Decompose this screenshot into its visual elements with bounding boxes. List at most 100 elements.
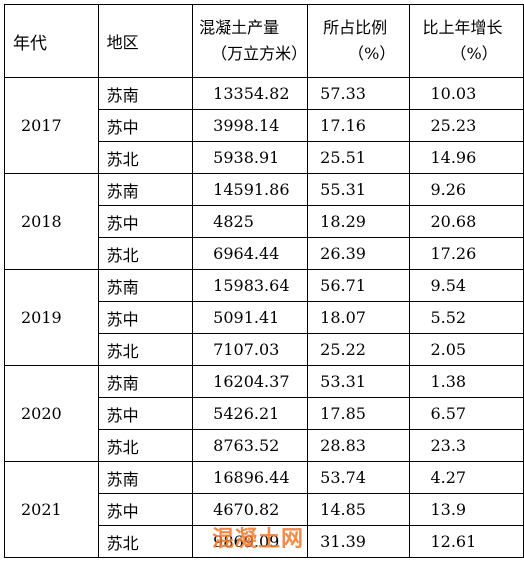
output-cell: 3998.14 xyxy=(192,109,309,142)
header-year: 年代 xyxy=(4,4,99,78)
year-cell: 2020 xyxy=(4,365,99,462)
output-cell-value: 4670.82 xyxy=(213,500,280,519)
output-cell: 16896.44 xyxy=(192,461,309,494)
growth-cell-value: 1.38 xyxy=(430,372,467,391)
share-cell: 14.85 xyxy=(307,493,411,526)
table-row: 苏中 5426.21 17.85 6.57 xyxy=(5,397,524,430)
share-cell: 31.39 xyxy=(307,525,411,558)
output-cell-value: 9869.09 xyxy=(213,532,280,551)
share-cell-value: 55.31 xyxy=(320,180,366,199)
year-cell: 2021 xyxy=(4,461,99,558)
table-row: 2019 苏南 15983.64 56.71 9.54 xyxy=(4,269,524,366)
growth-cell-value: 17.26 xyxy=(430,244,477,263)
table-row: 苏中 3998.14 17.16 25.23 xyxy=(5,109,524,142)
region-cell: 苏北 xyxy=(97,141,194,174)
output-cell: 7107.03 xyxy=(192,333,309,366)
region-cell: 苏南 xyxy=(97,461,194,494)
share-cell: 17.16 xyxy=(307,109,411,142)
header-region: 地区 xyxy=(97,4,194,78)
share-cell-value: 25.51 xyxy=(320,148,366,167)
output-cell: 9869.09 xyxy=(192,525,309,558)
share-cell: 25.51 xyxy=(307,141,411,174)
share-cell: 57.33 xyxy=(307,77,411,110)
share-cell: 18.29 xyxy=(307,205,411,238)
share-cell: 56.71 xyxy=(307,269,411,302)
region-cell: 苏南 xyxy=(97,173,194,206)
growth-cell: 6.57 xyxy=(409,397,524,430)
output-cell-value: 13354.82 xyxy=(213,84,290,103)
table-row: 苏北 6964.44 26.39 17.26 xyxy=(5,237,524,270)
share-cell-value: 14.85 xyxy=(320,500,366,519)
growth-cell: 12.61 xyxy=(409,525,524,558)
growth-cell-value: 9.26 xyxy=(430,180,467,199)
header-growth-title: 比上年增长 xyxy=(422,18,503,37)
output-cell-value: 5426.21 xyxy=(213,404,280,423)
output-cell: 5938.91 xyxy=(192,141,309,174)
output-cell-value: 8763.52 xyxy=(213,436,280,455)
table-row: 苏北 9869.09 31.39 12.61 xyxy=(5,525,524,558)
growth-cell-value: 23.3 xyxy=(430,436,467,455)
share-cell-value: 17.85 xyxy=(320,404,366,423)
share-cell-value: 25.22 xyxy=(320,340,366,359)
header-share-title: 所占比例 xyxy=(323,18,388,37)
output-cell: 5426.21 xyxy=(192,397,309,430)
region-cell: 苏中 xyxy=(97,205,194,238)
header-output-unit: （万立方米） xyxy=(211,44,308,63)
header-output-title: 混凝土产量 xyxy=(199,18,280,37)
output-cell: 6964.44 xyxy=(192,237,309,270)
region-cell: 苏北 xyxy=(97,525,194,558)
share-cell-value: 17.16 xyxy=(320,116,366,135)
table-row: 苏北 7107.03 25.22 2.05 xyxy=(5,333,524,366)
share-cell-value: 53.31 xyxy=(320,372,366,391)
share-cell: 18.07 xyxy=(307,301,411,334)
region-cell: 苏中 xyxy=(97,493,194,526)
output-cell: 4825 xyxy=(192,205,309,238)
region-cell: 苏北 xyxy=(97,237,194,270)
output-cell-value: 5091.41 xyxy=(213,308,280,327)
share-cell-value: 56.71 xyxy=(320,276,366,295)
header-output: 混凝土产量 （万立方米） xyxy=(192,4,309,78)
output-cell-value: 3998.14 xyxy=(213,116,280,135)
header-share: 所占比例 （%） xyxy=(307,4,411,78)
header-growth: 比上年增长 （%） xyxy=(409,4,524,78)
region-cell: 苏南 xyxy=(97,77,194,110)
growth-cell: 9.26 xyxy=(409,173,524,206)
region-cell: 苏南 xyxy=(97,269,194,302)
growth-cell-value: 12.61 xyxy=(430,532,477,551)
growth-cell-value: 2.05 xyxy=(430,340,467,359)
table-row: 苏中 4825 18.29 20.68 xyxy=(5,205,524,238)
share-cell-value: 28.83 xyxy=(320,436,366,455)
table-row: 苏北 5938.91 25.51 14.96 xyxy=(5,141,524,174)
region-cell: 苏中 xyxy=(97,301,194,334)
output-cell-value: 7107.03 xyxy=(213,340,280,359)
region-cell: 苏中 xyxy=(97,397,194,430)
growth-cell: 20.68 xyxy=(409,205,524,238)
output-cell-value: 15983.64 xyxy=(213,276,290,295)
output-cell-value: 6964.44 xyxy=(213,244,280,263)
year-cell: 2018 xyxy=(4,173,99,270)
growth-cell: 1.38 xyxy=(409,365,524,398)
growth-cell: 23.3 xyxy=(409,429,524,462)
share-cell: 53.74 xyxy=(307,461,411,494)
growth-cell-value: 5.52 xyxy=(430,308,467,327)
share-cell-value: 18.07 xyxy=(320,308,366,327)
growth-cell: 13.9 xyxy=(409,493,524,526)
share-cell: 17.85 xyxy=(307,397,411,430)
growth-cell: 14.96 xyxy=(409,141,524,174)
output-cell-value: 16896.44 xyxy=(213,468,290,487)
growth-cell-value: 6.57 xyxy=(430,404,467,423)
year-cell: 2019 xyxy=(4,269,99,366)
table-row: 苏中 5091.41 18.07 5.52 xyxy=(5,301,524,334)
growth-cell: 2.05 xyxy=(409,333,524,366)
year-cell: 2017 xyxy=(4,77,99,174)
growth-cell-value: 13.9 xyxy=(430,500,467,519)
share-cell-value: 26.39 xyxy=(320,244,366,263)
concrete-output-table: 年代 地区 混凝土产量 （万立方米） 所占比例 （%） 比上年增长 （%） 20… xyxy=(4,4,524,558)
header-growth-unit: （%） xyxy=(450,44,498,63)
output-cell: 5091.41 xyxy=(192,301,309,334)
table-row: 2020 苏南 16204.37 53.31 1.38 xyxy=(4,365,524,462)
share-cell-value: 57.33 xyxy=(320,84,366,103)
header-share-unit: （%） xyxy=(348,44,396,63)
share-cell-value: 53.74 xyxy=(320,468,366,487)
region-cell: 苏北 xyxy=(97,429,194,462)
